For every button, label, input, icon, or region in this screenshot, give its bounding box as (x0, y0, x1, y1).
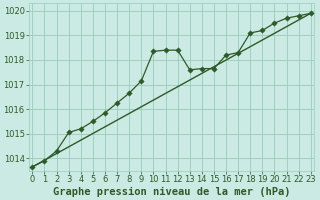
X-axis label: Graphe pression niveau de la mer (hPa): Graphe pression niveau de la mer (hPa) (53, 186, 290, 197)
